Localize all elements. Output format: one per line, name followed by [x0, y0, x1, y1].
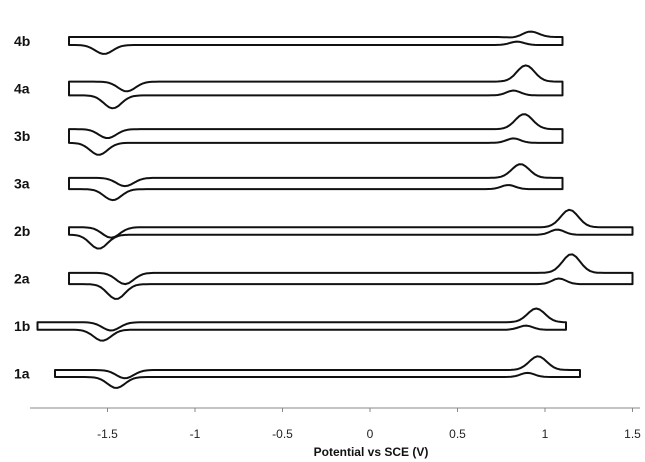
- series-label-2b: 2b: [14, 223, 30, 239]
- trace-2a: [69, 254, 633, 299]
- series-label-2a: 2a: [14, 271, 30, 287]
- x-tick-label: -0.5: [272, 427, 293, 441]
- series-label-4a: 4a: [14, 81, 30, 97]
- series-label-4b: 4b: [14, 33, 30, 49]
- trace-4a: [69, 65, 563, 108]
- x-ticks-group: -1.5 -1 -0.5 0 0.5 1 1.5: [97, 408, 641, 441]
- series-label-1b: 1b: [14, 318, 30, 334]
- series-label-1a: 1a: [14, 366, 30, 382]
- trace-1b: [38, 309, 567, 341]
- x-tick-label: 1.5: [624, 427, 641, 441]
- x-tick-label: 0.5: [449, 427, 466, 441]
- trace-1a: [55, 356, 580, 388]
- trace-4b: [69, 32, 563, 54]
- curves-group: [38, 32, 633, 388]
- trace-3a: [69, 164, 563, 200]
- x-tick-label: -1.5: [97, 427, 118, 441]
- series-label-3b: 3b: [14, 128, 30, 144]
- series-label-3a: 3a: [14, 176, 30, 192]
- trace-3b: [69, 114, 563, 155]
- x-tick-label: 0: [367, 427, 374, 441]
- trace-2b: [69, 210, 633, 249]
- series-labels-group: 4b 4a 3b 3a 2b 2a 1b 1a: [14, 33, 30, 382]
- x-tick-label: 1: [542, 427, 549, 441]
- x-axis-title: Potential vs SCE (V): [314, 445, 429, 459]
- x-tick-label: -1: [190, 427, 201, 441]
